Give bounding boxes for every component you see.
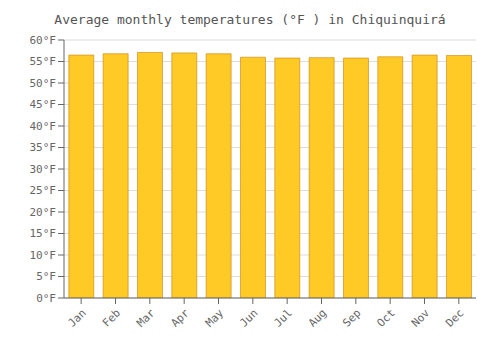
svg-text:Dec: Dec [443,306,466,329]
svg-text:10°F: 10°F [30,249,57,262]
svg-text:0°F: 0°F [36,292,56,305]
svg-text:35°F: 35°F [30,141,57,154]
svg-text:5°F: 5°F [36,270,56,283]
svg-text:Nov: Nov [409,306,433,330]
svg-text:Jun: Jun [237,306,260,329]
svg-text:30°F: 30°F [30,163,57,176]
svg-text:15°F: 15°F [30,227,57,240]
svg-text:20°F: 20°F [30,206,57,219]
svg-text:40°F: 40°F [30,120,57,133]
svg-text:45°F: 45°F [30,98,57,111]
svg-text:Feb: Feb [100,306,123,329]
svg-text:Aug: Aug [306,306,329,329]
svg-text:55°F: 55°F [30,55,57,68]
svg-text:25°F: 25°F [30,184,57,197]
svg-text:Oct: Oct [375,306,398,329]
html-text:Average monthly temperatures (: Average monthly temperatures (°F ) in Ch… [54,12,446,27]
svg-text:May: May [203,306,227,330]
svg-text:Apr: Apr [169,306,193,330]
svg-text:Jul: Jul [272,306,295,329]
svg-text:Sep: Sep [340,306,363,329]
svg-text:50°F: 50°F [30,77,57,90]
svg-text:Mar: Mar [134,306,158,330]
svg-text:Jan: Jan [66,306,89,329]
svg-text:60°F: 60°F [30,34,57,47]
